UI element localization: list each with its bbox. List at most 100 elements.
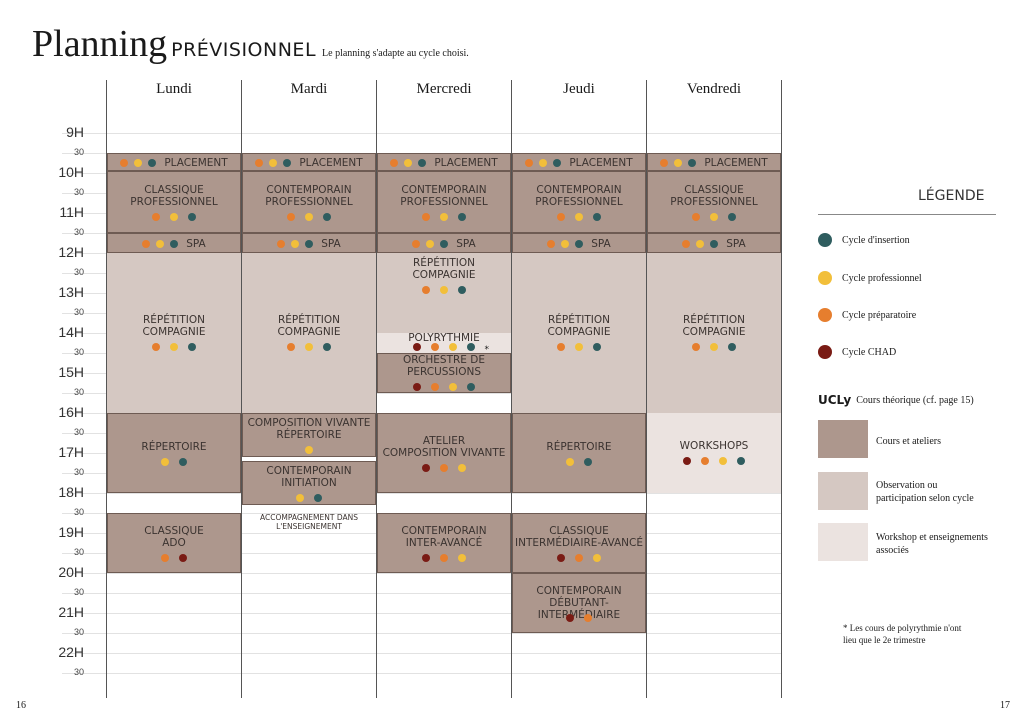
hour-label: 18H — [58, 484, 84, 500]
cycle-dot-icon — [305, 343, 313, 351]
cycle-dot-icon — [593, 213, 601, 221]
half-hour-label: 30 — [73, 427, 84, 437]
course-block: SPA — [512, 233, 646, 253]
cycle-dot-icon — [431, 383, 439, 391]
hour-label: 9H — [66, 124, 84, 140]
legend-professionnel: Cycle professionnel — [818, 271, 922, 285]
cycle-dot-icon — [148, 159, 157, 167]
cycle-dots — [377, 286, 511, 294]
cycle-dot-icon — [440, 464, 448, 472]
cycle-dot-icon — [566, 614, 574, 622]
cycle-dot-icon — [440, 213, 448, 221]
legend-ucly: UCLy Cours théorique (cf. page 15) — [818, 393, 974, 407]
grid-line — [62, 673, 782, 674]
course-block: ACCOMPAGNEMENT DANS L'ENSEIGNEMENT — [242, 505, 376, 531]
half-hour-label: 30 — [73, 307, 84, 317]
course-block: POLYRYTHMIE * — [377, 332, 511, 355]
cycle-dot-icon — [287, 343, 295, 351]
course-block: CLASSIQUE ADO — [107, 513, 241, 573]
course-block: ORCHESTRE DE PERCUSSIONS — [377, 353, 511, 393]
cycle-dots — [378, 383, 510, 391]
course-label: RÉPÉTITION COMPAGNIE — [142, 314, 206, 338]
cycle-dot-icon — [719, 457, 727, 465]
cycle-dots — [377, 343, 511, 351]
cycle-dot-icon — [710, 240, 719, 248]
cycle-dot-icon — [547, 240, 556, 248]
course-block: RÉPÉTITION COMPAGNIE — [512, 253, 646, 413]
cycle-dots — [243, 494, 375, 502]
day-divider — [781, 80, 782, 698]
course-label: CONTEMPORAIN PROFESSIONNEL — [535, 184, 623, 208]
course-label: ORCHESTRE DE PERCUSSIONS — [403, 354, 485, 378]
course-block: SPA — [377, 233, 511, 253]
course-label: RÉPERTOIRE — [141, 441, 207, 453]
course-label: CONTEMPORAIN DÉBUTANT-INTERMÉDIAIRE — [536, 585, 622, 621]
course-block: SPA — [107, 233, 241, 253]
cycle-dot-icon — [660, 159, 669, 167]
page-number-right: 17 — [1000, 700, 1010, 711]
day-header-vendredi: Vendredi — [686, 81, 742, 97]
cycle-dot-icon — [152, 343, 160, 351]
cycle-dot-icon — [422, 286, 430, 294]
cycle-dot-icon — [314, 494, 322, 502]
cycle-dots — [647, 457, 781, 465]
hour-label: 15H — [58, 364, 84, 380]
course-row: SPA — [378, 234, 510, 254]
course-label: PLACEMENT — [164, 157, 228, 169]
course-label: RÉPÉTITION COMPAGNIE — [412, 257, 476, 281]
chad-dot-icon — [818, 345, 832, 359]
course-row: PLACEMENT — [513, 154, 645, 172]
course-block: PLACEMENT — [107, 153, 241, 171]
course-block: CONTEMPORAIN PROFESSIONNEL — [242, 171, 376, 233]
legend-divider — [818, 214, 996, 215]
half-hour-label: 30 — [73, 267, 84, 277]
asterisk-mark: * — [484, 345, 490, 355]
cycle-dot-icon — [458, 286, 466, 294]
cycle-dot-icon — [575, 213, 583, 221]
cycle-dot-icon — [710, 213, 718, 221]
course-row: SPA — [108, 234, 240, 254]
cycle-dot-icon — [525, 159, 534, 167]
cycle-dot-icon — [458, 213, 466, 221]
day-header-jeudi: Jeudi — [563, 81, 595, 97]
course-block: RÉPERTOIRE — [107, 413, 241, 493]
cycle-dots — [107, 343, 241, 351]
day-divider — [241, 80, 242, 698]
course-block: PLACEMENT — [647, 153, 781, 171]
cycle-dot-icon — [440, 286, 448, 294]
cycle-dots — [108, 458, 240, 466]
cycle-dot-icon — [688, 159, 697, 167]
course-row: PLACEMENT — [378, 154, 510, 172]
course-label: COMPOSITION VIVANTE RÉPERTOIRE — [247, 417, 371, 441]
course-label: WORKSHOPS — [679, 440, 749, 452]
cycle-dot-icon — [188, 213, 196, 221]
day-divider — [646, 80, 647, 698]
half-hour-label: 30 — [73, 227, 84, 237]
grid-line — [62, 633, 782, 634]
grid-line — [62, 133, 782, 134]
cycle-dot-icon — [692, 213, 700, 221]
cycle-dot-icon — [152, 213, 160, 221]
cycle-dot-icon — [156, 240, 165, 248]
half-hour-label: 30 — [73, 667, 84, 677]
grid-line — [62, 613, 782, 614]
course-block: SPA — [242, 233, 376, 253]
title-subtitle: Le planning s'adapte au cycle choisi. — [322, 48, 469, 59]
course-label: SPA — [456, 238, 476, 250]
hour-label: 21H — [58, 604, 84, 620]
course-block: COMPOSITION VIVANTE RÉPERTOIRE — [242, 413, 376, 457]
course-block: CLASSIQUE INTERMÉDIAIRE-AVANCÉ — [512, 513, 646, 573]
hour-label: 19H — [58, 524, 84, 540]
cycle-dot-icon — [553, 159, 562, 167]
course-row: PLACEMENT — [648, 154, 780, 172]
hour-label: 17H — [58, 444, 84, 460]
cycle-dot-icon — [305, 446, 313, 454]
cycle-dots — [108, 554, 240, 562]
hour-label: 10H — [58, 164, 84, 180]
cycle-dot-icon — [593, 343, 601, 351]
cycle-dot-icon — [277, 240, 286, 248]
course-label: RÉPÉTITION COMPAGNIE — [277, 314, 341, 338]
half-hour-label: 30 — [73, 147, 84, 157]
course-row: PLACEMENT — [243, 154, 375, 172]
cycle-dot-icon — [575, 343, 583, 351]
